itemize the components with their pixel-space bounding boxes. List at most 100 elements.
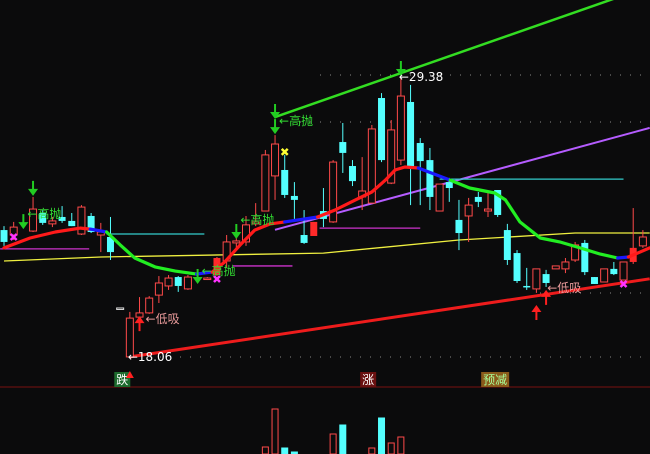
- candle-body: [261, 154, 270, 212]
- long-ma-line: [3, 232, 650, 262]
- candle-body: [232, 240, 241, 244]
- candle: [319, 188, 327, 228]
- candle-body: [551, 265, 560, 270]
- candle-body: [48, 220, 57, 225]
- candle-body: [116, 307, 125, 310]
- volume-bar: [271, 408, 279, 454]
- ma-segment-flat: [283, 215, 320, 224]
- buy-arrow-icon: [541, 289, 552, 305]
- candle: [0, 226, 8, 246]
- ma-segment-flat: [88, 227, 109, 234]
- candle: [29, 196, 38, 233]
- candle: [116, 307, 125, 310]
- sell-signal-label: ←高抛: [240, 212, 274, 227]
- candle-body: [290, 195, 298, 200]
- candle: [619, 261, 628, 281]
- candle: [203, 277, 212, 281]
- candle: [58, 206, 66, 223]
- candle: [281, 154, 289, 198]
- candle: [455, 199, 463, 251]
- ma-segment-up: [2, 226, 92, 250]
- candle: [106, 216, 114, 260]
- volume-bar: [368, 447, 376, 454]
- candle-body: [445, 182, 453, 189]
- candle: [396, 77, 405, 166]
- buy-arrow-icon: [134, 316, 145, 332]
- candle-body: [484, 208, 492, 212]
- candle: [358, 157, 367, 211]
- ma-segment-down: [104, 230, 199, 276]
- ma-segment-flat: [416, 166, 452, 182]
- candle-body: [619, 261, 628, 281]
- candle-body: [203, 277, 212, 281]
- event-tag: 预减: [481, 372, 510, 387]
- event-tag-bg: [114, 372, 131, 387]
- event-tag-text: 涨: [362, 372, 374, 387]
- candle: [561, 258, 570, 274]
- candle: [39, 210, 47, 225]
- ma-segment-up: [210, 220, 287, 274]
- buy-signal-label: ←低吸: [547, 281, 581, 295]
- candle: [48, 216, 57, 228]
- candle-body: [339, 142, 347, 153]
- candle: [300, 210, 308, 244]
- cross-marker-icon: [213, 275, 221, 283]
- candle-body: [29, 208, 38, 232]
- candle-body: [435, 183, 444, 212]
- candle-body: [561, 261, 570, 270]
- sell-signal-label: ←高抛: [202, 263, 236, 278]
- candle: [416, 138, 424, 206]
- volume-bar: [387, 442, 395, 454]
- event-tag-bg: [360, 372, 377, 387]
- candle: [154, 276, 163, 304]
- volume-bar: [397, 436, 405, 454]
- candle-body: [164, 277, 173, 287]
- price-extreme-label: ←29.38: [399, 70, 443, 84]
- candle: [271, 135, 280, 200]
- candle: [68, 213, 76, 227]
- ma-segment-flat: [616, 255, 631, 260]
- candle-body: [329, 161, 338, 223]
- candle: [96, 222, 105, 253]
- candle-body: [494, 190, 502, 215]
- sell-arrow-icon: [28, 180, 39, 196]
- candle: [523, 267, 531, 290]
- candle: [435, 183, 444, 212]
- event-tag-bg: [481, 372, 510, 387]
- candle-body: [106, 236, 114, 253]
- candle: [513, 250, 521, 283]
- candle-body: [581, 242, 589, 273]
- candle: [183, 275, 192, 290]
- candle: [532, 268, 541, 293]
- candle: [378, 93, 386, 163]
- candle: [503, 223, 511, 265]
- candle: [542, 269, 550, 287]
- candle-body: [542, 274, 550, 283]
- candle: [590, 277, 598, 284]
- sell-signal-label: ←高抛: [27, 206, 61, 221]
- sell-arrow-icon: [18, 214, 29, 230]
- candle: [348, 160, 356, 187]
- candle-body: [310, 221, 318, 237]
- lower-channel-line: [129, 277, 650, 359]
- ma-segment-up: [626, 246, 650, 259]
- candle: [474, 191, 482, 208]
- volume-bar: [339, 424, 347, 454]
- ma-segment-down: [448, 178, 620, 260]
- candle: [174, 276, 182, 292]
- volume-bar: [378, 417, 386, 454]
- candle: [551, 265, 560, 270]
- candle: [581, 239, 589, 276]
- candle-body: [271, 143, 280, 177]
- sell-arrow-icon: [395, 61, 406, 76]
- ma-segment-up: [316, 165, 420, 219]
- candle-body: [590, 277, 598, 284]
- candle-body: [367, 128, 376, 204]
- volume-bar: [290, 451, 298, 454]
- candle: [464, 197, 473, 242]
- candle-body: [348, 166, 356, 182]
- candle: [426, 147, 434, 211]
- candle: [484, 192, 492, 217]
- candle-body: [145, 297, 154, 314]
